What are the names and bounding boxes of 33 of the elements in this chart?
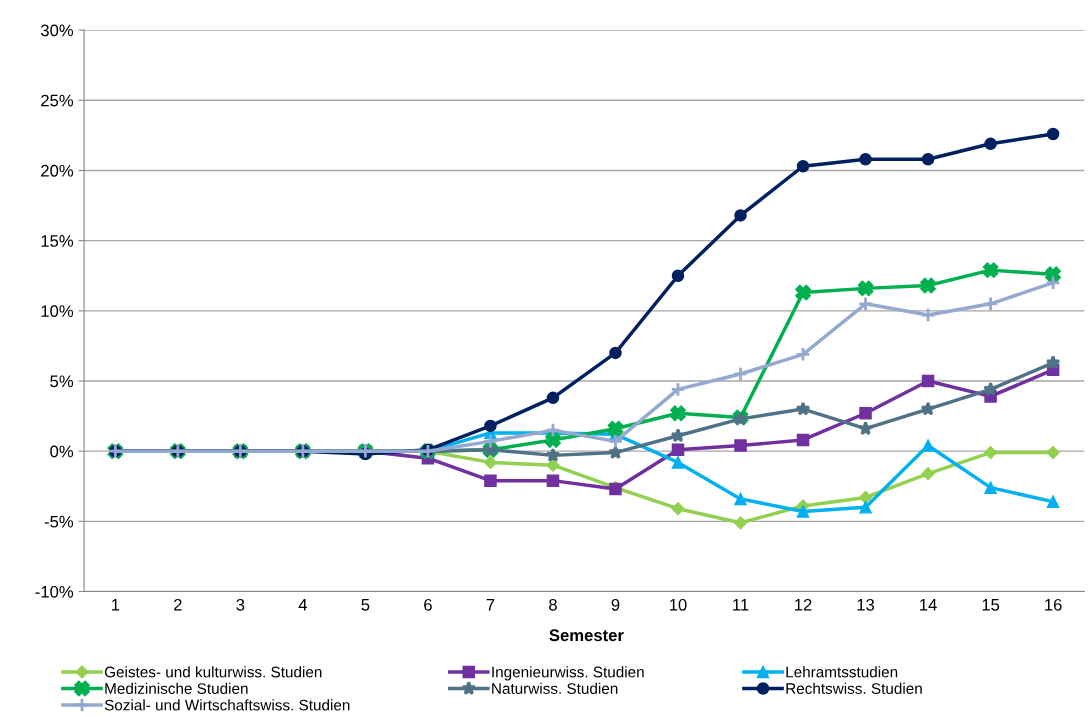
x-tick-label: 10	[670, 598, 687, 611]
x-tick-label: 14	[920, 599, 937, 611]
y-tick-label: -10%	[35, 585, 74, 598]
legend-label: Rechtswiss. Studien	[786, 682, 922, 694]
x-tick-label: 16	[1045, 598, 1062, 611]
x-tick-label: 13	[857, 598, 875, 611]
legend-label: Ingenieurwiss. Studien	[492, 666, 644, 681]
y-tick-label: 15%	[41, 235, 74, 247]
y-tick-label: 25%	[41, 94, 74, 107]
x-tick-label: 8	[549, 598, 557, 611]
y-tick-label: 20%	[41, 164, 74, 177]
legend-label: Lehramtsstudien	[786, 666, 898, 678]
x-axis-title: Semester	[549, 629, 624, 642]
y-tick-label: 10%	[41, 305, 74, 318]
x-tick-label: 12	[795, 598, 812, 611]
legend-label: Geistes- und kulturwiss. Studien	[104, 666, 322, 678]
x-tick-label: 4	[298, 599, 308, 611]
y-tick-label: 5%	[50, 375, 74, 388]
x-tick-label: 6	[424, 598, 432, 611]
y-tick-label: 30%	[40, 24, 74, 37]
y-tick-label: 0%	[50, 445, 74, 458]
x-tick-label: 1	[111, 599, 120, 611]
legend-label: Naturwiss. Studien	[492, 682, 618, 694]
x-tick-label: 2	[174, 598, 182, 611]
x-tick-label: 15	[982, 599, 1000, 611]
y-tick-label: -5%	[44, 515, 74, 528]
legend-label: Medizinische Studien	[105, 682, 248, 694]
x-tick-label: 11	[733, 599, 749, 611]
x-tick-label: 7	[486, 599, 495, 611]
x-tick-label: 9	[611, 598, 620, 611]
legend-label: Sozial- und Wirtschaftswiss. Studien	[104, 699, 350, 711]
x-tick-label: 3	[236, 598, 245, 611]
x-tick-label: 5	[361, 599, 370, 611]
